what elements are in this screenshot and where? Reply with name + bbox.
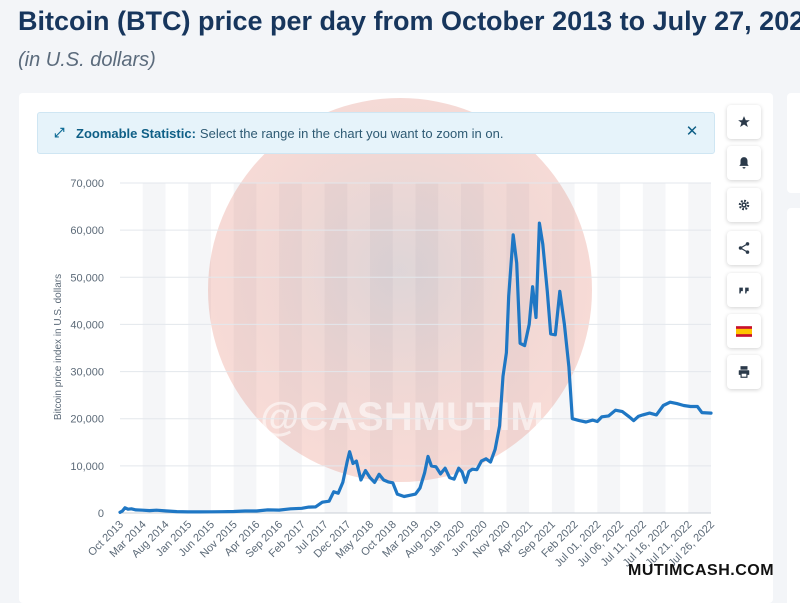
- y-tick-label: 10,000: [70, 461, 104, 473]
- side-panel-lower: [787, 208, 800, 603]
- gear-icon: [738, 199, 750, 211]
- close-icon[interactable]: ✕: [685, 123, 699, 140]
- print-icon: [738, 366, 750, 378]
- cite-button[interactable]: [727, 273, 761, 307]
- banner-text: Select the range in the chart you want t…: [199, 125, 504, 141]
- series-line-btc[interactable]: [118, 221, 713, 514]
- chart-band: [642, 183, 666, 513]
- y-tick-label: 30,000: [70, 367, 104, 379]
- chart-band: [142, 183, 166, 513]
- y-tick-label: 60,000: [70, 225, 104, 237]
- logo-text: @CASHMUTIM: [260, 395, 543, 439]
- notification-button[interactable]: [727, 146, 761, 180]
- page-title: Bitcoin (BTC) price per day from October…: [18, 6, 800, 36]
- chart-band: [688, 183, 711, 513]
- chart-band: [188, 183, 211, 513]
- site-watermark: MUTIMCASH.COM: [628, 562, 775, 579]
- share-icon: [738, 242, 750, 254]
- banner-label: Zoomable Statistic:: [76, 125, 196, 141]
- favorite-button[interactable]: [727, 105, 761, 139]
- chart-grid: [120, 182, 711, 514]
- zoom-banner: ⤢ Zoomable Statistic: Select the range i…: [37, 112, 715, 154]
- settings-button[interactable]: [727, 188, 761, 222]
- y-tick-label: 70,000: [70, 178, 104, 190]
- y-tick-label: 0: [98, 508, 104, 520]
- share-button[interactable]: [727, 231, 761, 265]
- spain-flag-icon: [736, 325, 752, 337]
- expand-icon: ⤢: [54, 125, 65, 140]
- channel-logo: @CASHMUTIM: [208, 98, 592, 482]
- y-tick-label: 20,000: [70, 414, 104, 426]
- logo-circle: [208, 98, 592, 482]
- star-icon: [738, 116, 750, 127]
- y-axis: 0 10,000 20,000 30,000 40,000 50,000 60,000 70,…: [70, 178, 104, 520]
- y-tick-label: 50,000: [70, 272, 104, 284]
- side-panel: [787, 93, 800, 193]
- bell-icon: [739, 157, 749, 169]
- y-tick-label: 40,000: [70, 319, 104, 331]
- quote-icon: [739, 287, 749, 294]
- print-button[interactable]: [727, 355, 761, 389]
- page-subtitle: (in U.S. dollars): [18, 49, 156, 71]
- chart-band: [597, 183, 621, 513]
- language-button[interactable]: [727, 314, 761, 348]
- y-axis-label: Bitcoin price index in U.S. dollars: [53, 274, 64, 420]
